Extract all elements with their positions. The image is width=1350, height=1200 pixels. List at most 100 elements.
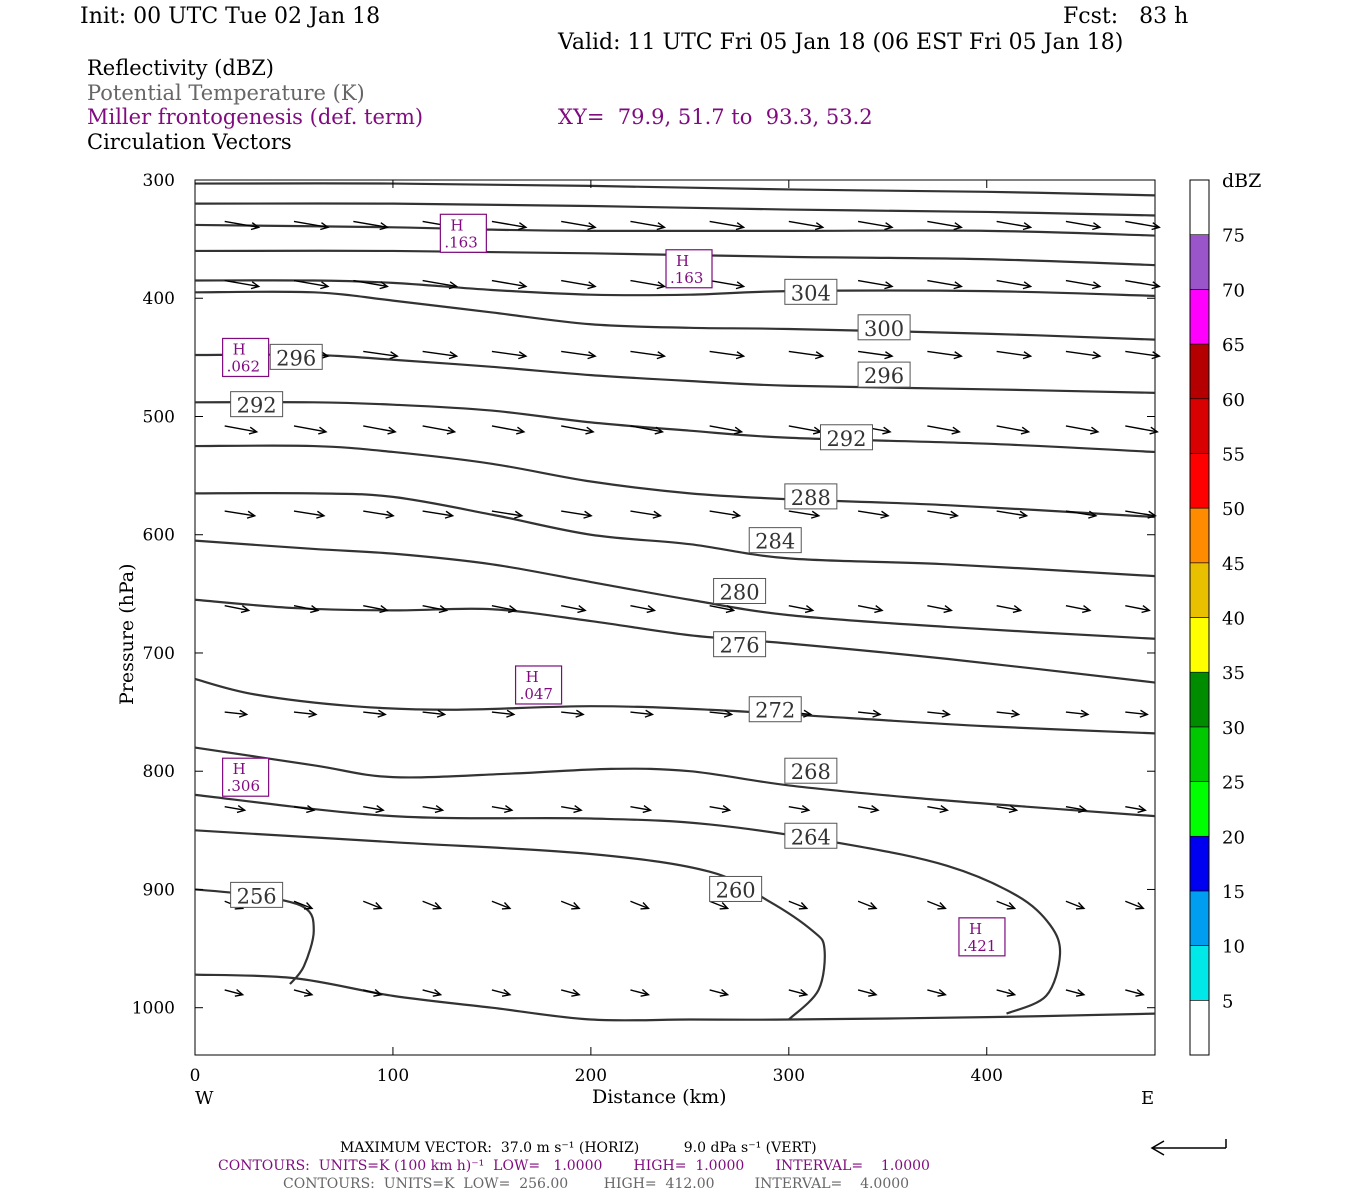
colorbar-label: 10 [1222, 937, 1245, 958]
theta-label: 268 [784, 757, 838, 784]
colorbar-label: 60 [1222, 390, 1245, 411]
circulation-vector [353, 279, 389, 290]
colorbar-swatch [1189, 453, 1210, 509]
y-axis-title: Pressure (hPa) [116, 563, 138, 705]
circulation-vector [857, 279, 894, 290]
field-vectors: Circulation Vectors [87, 130, 292, 154]
plot-frame [194, 179, 1156, 1056]
svg-text:H: H [969, 920, 982, 938]
y-tick-label: 700 [143, 644, 175, 664]
circulation-vector [561, 279, 597, 290]
circulation-vector [788, 510, 821, 519]
circulation-vector [996, 988, 1017, 997]
theta-contour-line [194, 279, 1156, 297]
theta-contour-line [194, 444, 1156, 519]
theta-label: 256 [230, 881, 284, 908]
circulation-vector [630, 350, 667, 360]
circulation-vector [224, 510, 257, 519]
colorbar-label: 25 [1222, 773, 1245, 794]
circulation-vector [224, 220, 261, 231]
circulation-vector [363, 804, 385, 814]
theta-label: 284 [748, 527, 802, 554]
circulation-vector [630, 900, 650, 910]
theta-label: 264 [784, 822, 838, 849]
circulation-vector [1065, 900, 1086, 910]
circulation-vector [422, 988, 443, 997]
field-reflectivity: Reflectivity (dBZ) [87, 56, 275, 80]
init-time: Init: 00 UTC Tue 02 Jan 18 [80, 4, 381, 29]
x-tick-label: 400 [971, 1066, 1003, 1086]
circulation-vector [927, 279, 963, 290]
svg-text:.421: .421 [963, 937, 996, 955]
svg-text:300: 300 [864, 317, 904, 341]
colorbar-swatch [1189, 343, 1210, 400]
circulation-vector [927, 988, 947, 997]
circulation-vector [422, 804, 445, 814]
fronto-maximum: H.163 [439, 213, 487, 253]
circulation-vector [363, 510, 395, 519]
circulation-vector [491, 804, 514, 814]
theta-label: 292 [819, 424, 873, 451]
theta-contour-line [194, 491, 1156, 578]
x-tick-label: 0 [190, 1066, 201, 1086]
svg-text:260: 260 [716, 878, 756, 902]
svg-text:296: 296 [864, 364, 904, 388]
svg-text:268: 268 [791, 760, 831, 784]
circulation-vector [422, 604, 449, 614]
circulation-vector [224, 425, 259, 435]
circulation-vector [561, 988, 581, 997]
theta-contour-line [194, 353, 1156, 394]
fronto-contour-note: CONTOURS: UNITS=K (100 km h)⁻¹ LOW= 1.00… [218, 1158, 930, 1174]
circulation-vector [709, 604, 736, 614]
svg-text:.163: .163 [444, 233, 477, 251]
circulation-vector [422, 425, 457, 435]
circulation-vector [788, 220, 825, 231]
colorbar-label: 65 [1222, 335, 1245, 356]
circulation-vector [422, 279, 459, 290]
circulation-vector [1065, 988, 1086, 997]
circulation-vector [491, 350, 528, 360]
svg-text:292: 292 [237, 394, 277, 418]
circulation-vector [224, 709, 249, 718]
svg-text:H: H [526, 668, 539, 686]
circulation-vector [224, 804, 247, 814]
circulation-vector [491, 279, 528, 290]
valid-time: Valid: 11 UTC Fri 05 Jan 18 (06 EST Fri … [558, 30, 1124, 55]
theta-label: 296 [269, 343, 323, 370]
fronto-maximum: H.421 [958, 917, 1006, 957]
theta-contour-line [194, 539, 1156, 640]
circulation-vector [1065, 350, 1102, 360]
axes: 300 400 500 600 700 800 900 1000 0 100 200 300 400 [132, 171, 1155, 1086]
theta-contour-line [194, 182, 1156, 197]
circulation-vector [709, 425, 744, 435]
theta-label: 280 [713, 577, 767, 604]
circulation-vector [630, 988, 651, 997]
circulation-vector [1125, 604, 1151, 614]
theta-label: 272 [748, 696, 802, 723]
circulation-vector [630, 604, 657, 614]
colorbar-swatch [1189, 726, 1210, 782]
circulation-vector [561, 220, 597, 231]
circulation-vector [1125, 350, 1161, 360]
y-tick-label: 400 [143, 289, 175, 309]
circulation-vector [293, 279, 330, 290]
circulation-vector [1125, 425, 1159, 435]
circulation-vector [293, 709, 318, 718]
circulation-vector [293, 425, 328, 435]
circulation-vector [224, 988, 245, 997]
west-label: W [195, 1088, 214, 1109]
y-tick-label: 300 [143, 171, 175, 191]
circulation-vector [561, 709, 585, 718]
circulation-vector [353, 220, 389, 231]
circulation-vector [857, 804, 880, 814]
circulation-vector [1065, 425, 1100, 435]
theta-contour-line [194, 793, 1062, 1015]
colorbar-label: 30 [1222, 718, 1245, 739]
circulation-vector [927, 510, 959, 519]
circulation-vector [996, 804, 1019, 814]
colorbar-swatch [1189, 835, 1210, 892]
circulation-vector [1065, 604, 1092, 614]
svg-text:.062: .062 [227, 357, 260, 375]
y-tick-label: 800 [143, 762, 175, 782]
